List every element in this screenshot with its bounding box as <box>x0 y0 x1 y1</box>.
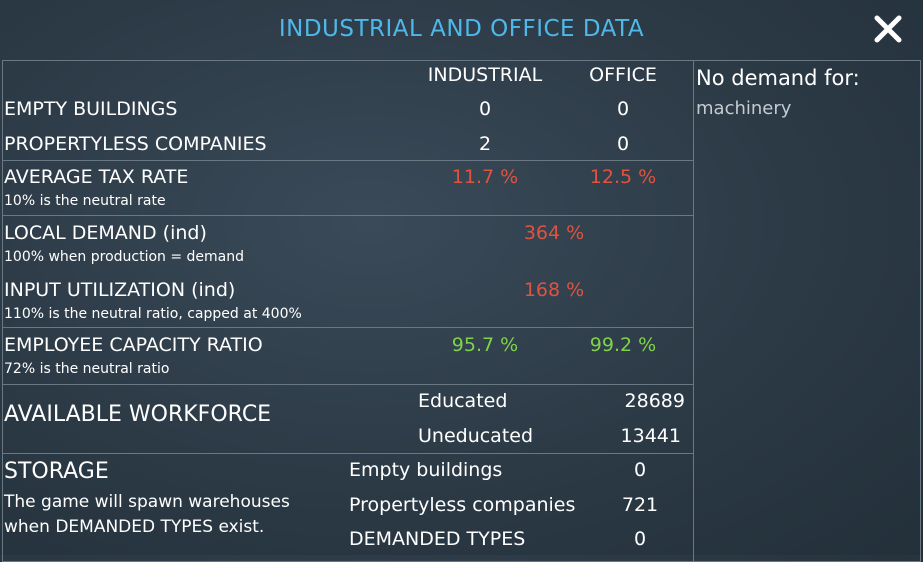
sidebar-frame <box>692 60 921 562</box>
input-utilization-note: 110% is the neutral ratio, capped at 400… <box>4 306 302 322</box>
average-tax-rate-note: 10% is the neutral rate <box>4 193 166 209</box>
window-title: INDUSTRIAL AND OFFICE DATA <box>278 16 645 42</box>
sidebar-item: machinery <box>696 98 792 119</box>
propertyless-companies-office: 0 <box>616 133 630 155</box>
educated-label: Educated <box>418 390 508 412</box>
sidebar-title: No demand for: <box>696 66 860 90</box>
row-label-input-utilization: INPUT UTILIZATION (ind) <box>4 279 236 301</box>
close-button[interactable] <box>871 12 905 46</box>
title-bar: INDUSTRIAL AND OFFICE DATA <box>0 0 923 60</box>
row-label-empty-buildings: EMPTY BUILDINGS <box>4 98 178 120</box>
storage-label: STORAGE <box>4 459 109 484</box>
close-icon <box>874 15 902 43</box>
uneducated-label: Uneducated <box>418 425 534 447</box>
separator <box>2 215 693 216</box>
local-demand-value: 364 % <box>523 222 585 244</box>
uneducated-value: 13441 <box>620 425 681 447</box>
storage-empty-buildings-value: 0 <box>633 459 647 481</box>
propertyless-companies-industrial: 2 <box>478 133 492 155</box>
storage-note-line1: The game will spawn warehouses <box>4 492 290 512</box>
row-label-employee-capacity-ratio: EMPLOYEE CAPACITY RATIO <box>4 334 263 356</box>
separator <box>2 160 693 161</box>
average-tax-rate-industrial: 11.7 % <box>451 166 519 188</box>
row-label-local-demand: LOCAL DEMAND (ind) <box>4 222 207 244</box>
employee-capacity-office: 99.2 % <box>589 334 657 356</box>
empty-buildings-office: 0 <box>616 98 630 120</box>
average-tax-rate-office: 12.5 % <box>589 166 657 188</box>
storage-empty-buildings-label: Empty buildings <box>349 459 503 481</box>
input-utilization-value: 168 % <box>523 279 585 301</box>
available-workforce-label: AVAILABLE WORKFORCE <box>4 402 272 427</box>
storage-note-line2: when DEMANDED TYPES exist. <box>4 517 265 537</box>
storage-demanded-types-value: 0 <box>633 528 647 550</box>
row-label-propertyless-companies: PROPERTYLESS COMPANIES <box>4 133 267 155</box>
employee-capacity-industrial: 95.7 % <box>451 334 519 356</box>
educated-value: 28689 <box>624 390 685 412</box>
storage-propertyless-value: 721 <box>621 494 659 516</box>
storage-propertyless-label: Propertyless companies <box>349 494 576 516</box>
column-header-office: OFFICE <box>589 64 657 86</box>
local-demand-note: 100% when production = demand <box>4 249 245 265</box>
employee-capacity-ratio-note: 72% is the neutral ratio <box>4 361 170 377</box>
empty-buildings-industrial: 0 <box>478 98 492 120</box>
column-header-industrial: INDUSTRIAL <box>427 64 543 86</box>
storage-demanded-types-label: DEMANDED TYPES <box>349 528 526 550</box>
separator <box>2 453 693 454</box>
row-label-average-tax-rate: AVERAGE TAX RATE <box>4 166 189 188</box>
separator <box>2 327 693 328</box>
separator <box>2 384 693 385</box>
